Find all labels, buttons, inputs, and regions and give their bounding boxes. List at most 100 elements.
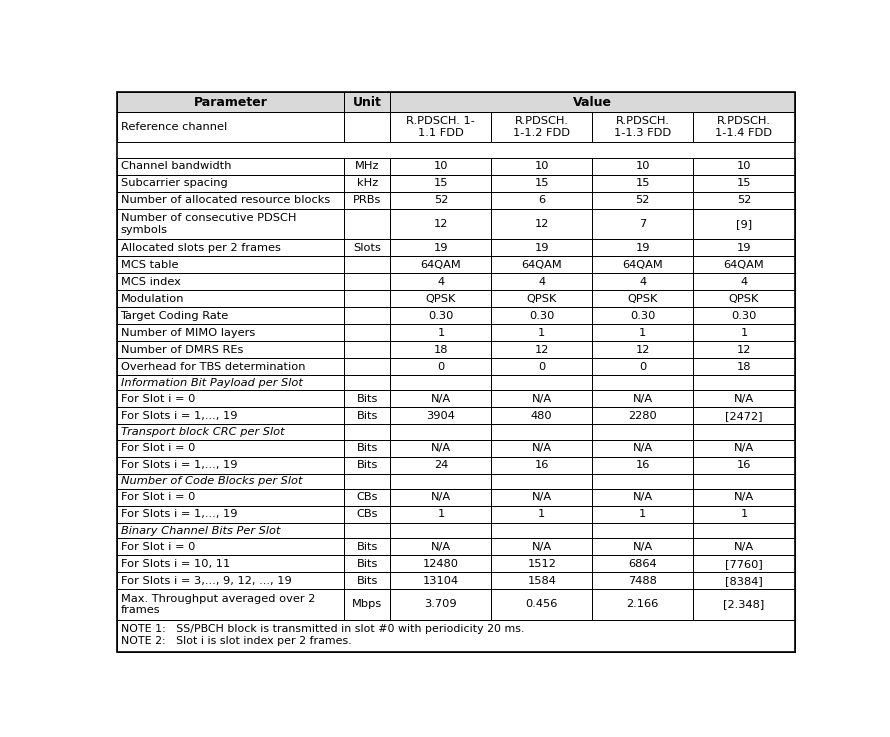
Text: 64QAM: 64QAM [724, 259, 765, 270]
Bar [344, 192, 391, 209]
Text: N/A: N/A [531, 542, 552, 552]
Bar [117, 523, 344, 538]
Bar [491, 307, 592, 324]
Bar [592, 506, 693, 523]
Text: 10: 10 [433, 161, 449, 171]
Bar [344, 273, 391, 290]
Bar [491, 489, 592, 506]
Text: 7488: 7488 [628, 576, 657, 586]
Bar [117, 256, 344, 273]
Bar [592, 290, 693, 307]
Bar [117, 375, 344, 391]
Text: Number of MIMO layers: Number of MIMO layers [120, 328, 255, 338]
Bar [693, 240, 795, 256]
Bar [117, 457, 344, 474]
Bar [117, 620, 795, 652]
Text: R.PDSCH.
1-1.4 FDD: R.PDSCH. 1-1.4 FDD [716, 116, 773, 138]
Bar [117, 92, 344, 112]
Bar [344, 425, 391, 440]
Bar [344, 572, 391, 589]
Bar [491, 506, 592, 523]
Bar [117, 589, 344, 620]
Bar [344, 489, 391, 506]
Bar [117, 158, 344, 175]
Text: Bits: Bits [357, 411, 378, 421]
Bar [344, 256, 391, 273]
Text: R.PDSCH. 1-
1.1 FDD: R.PDSCH. 1- 1.1 FDD [407, 116, 475, 138]
Bar [491, 425, 592, 440]
Bar [693, 240, 795, 256]
Bar [491, 307, 592, 324]
Bar [391, 240, 491, 256]
Text: 1: 1 [437, 328, 444, 338]
Bar [391, 256, 491, 273]
Text: 1: 1 [437, 509, 444, 520]
Bar [491, 209, 592, 240]
Bar [391, 341, 491, 358]
Bar [693, 391, 795, 408]
Bar [491, 506, 592, 523]
Bar [592, 408, 693, 425]
Text: 480: 480 [531, 411, 553, 421]
Bar [693, 457, 795, 474]
Bar [592, 375, 693, 391]
Bar [344, 391, 391, 408]
Bar [391, 572, 491, 589]
Bar [117, 175, 344, 192]
Bar [491, 440, 592, 457]
Text: Subcarrier spacing: Subcarrier spacing [120, 178, 227, 188]
Bar [344, 457, 391, 474]
Bar [117, 324, 344, 341]
Bar [592, 273, 693, 290]
Bar [693, 341, 795, 358]
Bar [391, 112, 491, 142]
Text: Bits: Bits [357, 559, 378, 569]
Bar [693, 506, 795, 523]
Bar [117, 425, 344, 440]
Bar [117, 307, 344, 324]
Bar [491, 440, 592, 457]
Bar [344, 158, 391, 175]
Text: Transport block CRC per Slot: Transport block CRC per Slot [120, 427, 284, 437]
Bar [391, 506, 491, 523]
Bar [592, 175, 693, 192]
Bar [693, 425, 795, 440]
Bar [693, 589, 795, 620]
Bar [344, 589, 391, 620]
Bar [117, 408, 344, 425]
Bar [344, 375, 391, 391]
Bar [592, 307, 693, 324]
Bar [491, 589, 592, 620]
Text: 64QAM: 64QAM [522, 259, 562, 270]
Text: 1: 1 [639, 328, 646, 338]
Bar [693, 474, 795, 489]
Text: NOTE 2:   Slot i is slot index per 2 frames.: NOTE 2: Slot i is slot index per 2 frame… [120, 636, 352, 646]
Bar [391, 572, 491, 589]
Text: QPSK: QPSK [527, 293, 557, 304]
Text: 4: 4 [740, 276, 748, 287]
Bar [117, 474, 344, 489]
Text: Max. Throughput averaged over 2
frames: Max. Throughput averaged over 2 frames [120, 593, 315, 615]
Bar [117, 408, 344, 425]
Bar [592, 440, 693, 457]
Bar [592, 112, 693, 142]
Text: N/A: N/A [633, 394, 652, 404]
Bar [693, 457, 795, 474]
Bar [391, 555, 491, 572]
Bar [491, 273, 592, 290]
Bar [592, 158, 693, 175]
Bar [344, 209, 391, 240]
Text: 0.30: 0.30 [630, 311, 655, 321]
Bar [491, 523, 592, 538]
Text: N/A: N/A [431, 542, 451, 552]
Bar [344, 324, 391, 341]
Text: 7: 7 [639, 219, 646, 229]
Bar [693, 538, 795, 555]
Text: 2280: 2280 [628, 411, 657, 421]
Bar [693, 158, 795, 175]
Text: 18: 18 [737, 362, 751, 371]
Bar [592, 307, 693, 324]
Bar [491, 572, 592, 589]
Bar [491, 256, 592, 273]
Bar [391, 474, 491, 489]
